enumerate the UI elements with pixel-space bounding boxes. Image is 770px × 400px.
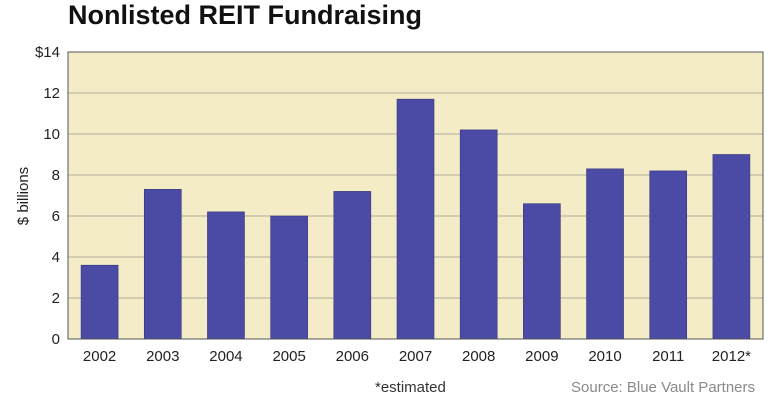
bar-2004 [207,211,245,340]
bar-2008 [459,129,498,340]
x-tick-label: 2008 [462,348,495,365]
y-tick-label: 12 [43,85,60,102]
y-tick-label: 8 [52,167,60,184]
y-axis-label: $ billions [15,167,32,225]
x-tick-label: 2006 [336,348,369,365]
bar-2005 [270,215,308,340]
x-tick-label: 2011 [652,348,684,365]
y-tick-label: 2 [52,290,60,307]
bar-2002 [80,264,119,340]
source-note: Source: Blue Vault Partners [571,379,755,396]
x-tick-label: 2010 [588,348,621,365]
y-tick-labels: 0 2 4 6 8 10 12 $14 [35,44,60,348]
bar-2009 [523,203,561,340]
x-tick-label: 2009 [525,348,558,365]
bar-2011 [649,170,688,340]
bars [80,98,751,340]
footnote: *estimated [375,379,446,396]
bar-2007 [396,98,435,340]
y-tick-label: 0 [52,331,60,348]
bar-2003 [143,189,182,340]
x-tick-label: 2007 [399,348,432,365]
bar-2012 [712,154,751,340]
x-tick-label: 2012* [712,348,751,365]
y-tick-label: 4 [52,249,60,266]
y-tick-label: $14 [35,44,60,61]
bar-2006 [333,191,372,340]
x-tick-label: 2005 [272,348,305,365]
x-tick-label: 2004 [209,348,242,365]
x-tick-labels: 2002 2003 2004 2005 2006 2007 2008 2009 2010 2011… [83,348,751,365]
y-tick-label: 10 [43,126,60,143]
x-tick-label: 2002 [83,348,116,365]
bar-2010 [586,168,624,340]
x-tick-label: 2003 [146,348,179,365]
plot-border [67,51,764,340]
chart-title: Nonlisted REIT Fundraising [68,0,422,30]
y-tick-label: 6 [52,208,60,225]
